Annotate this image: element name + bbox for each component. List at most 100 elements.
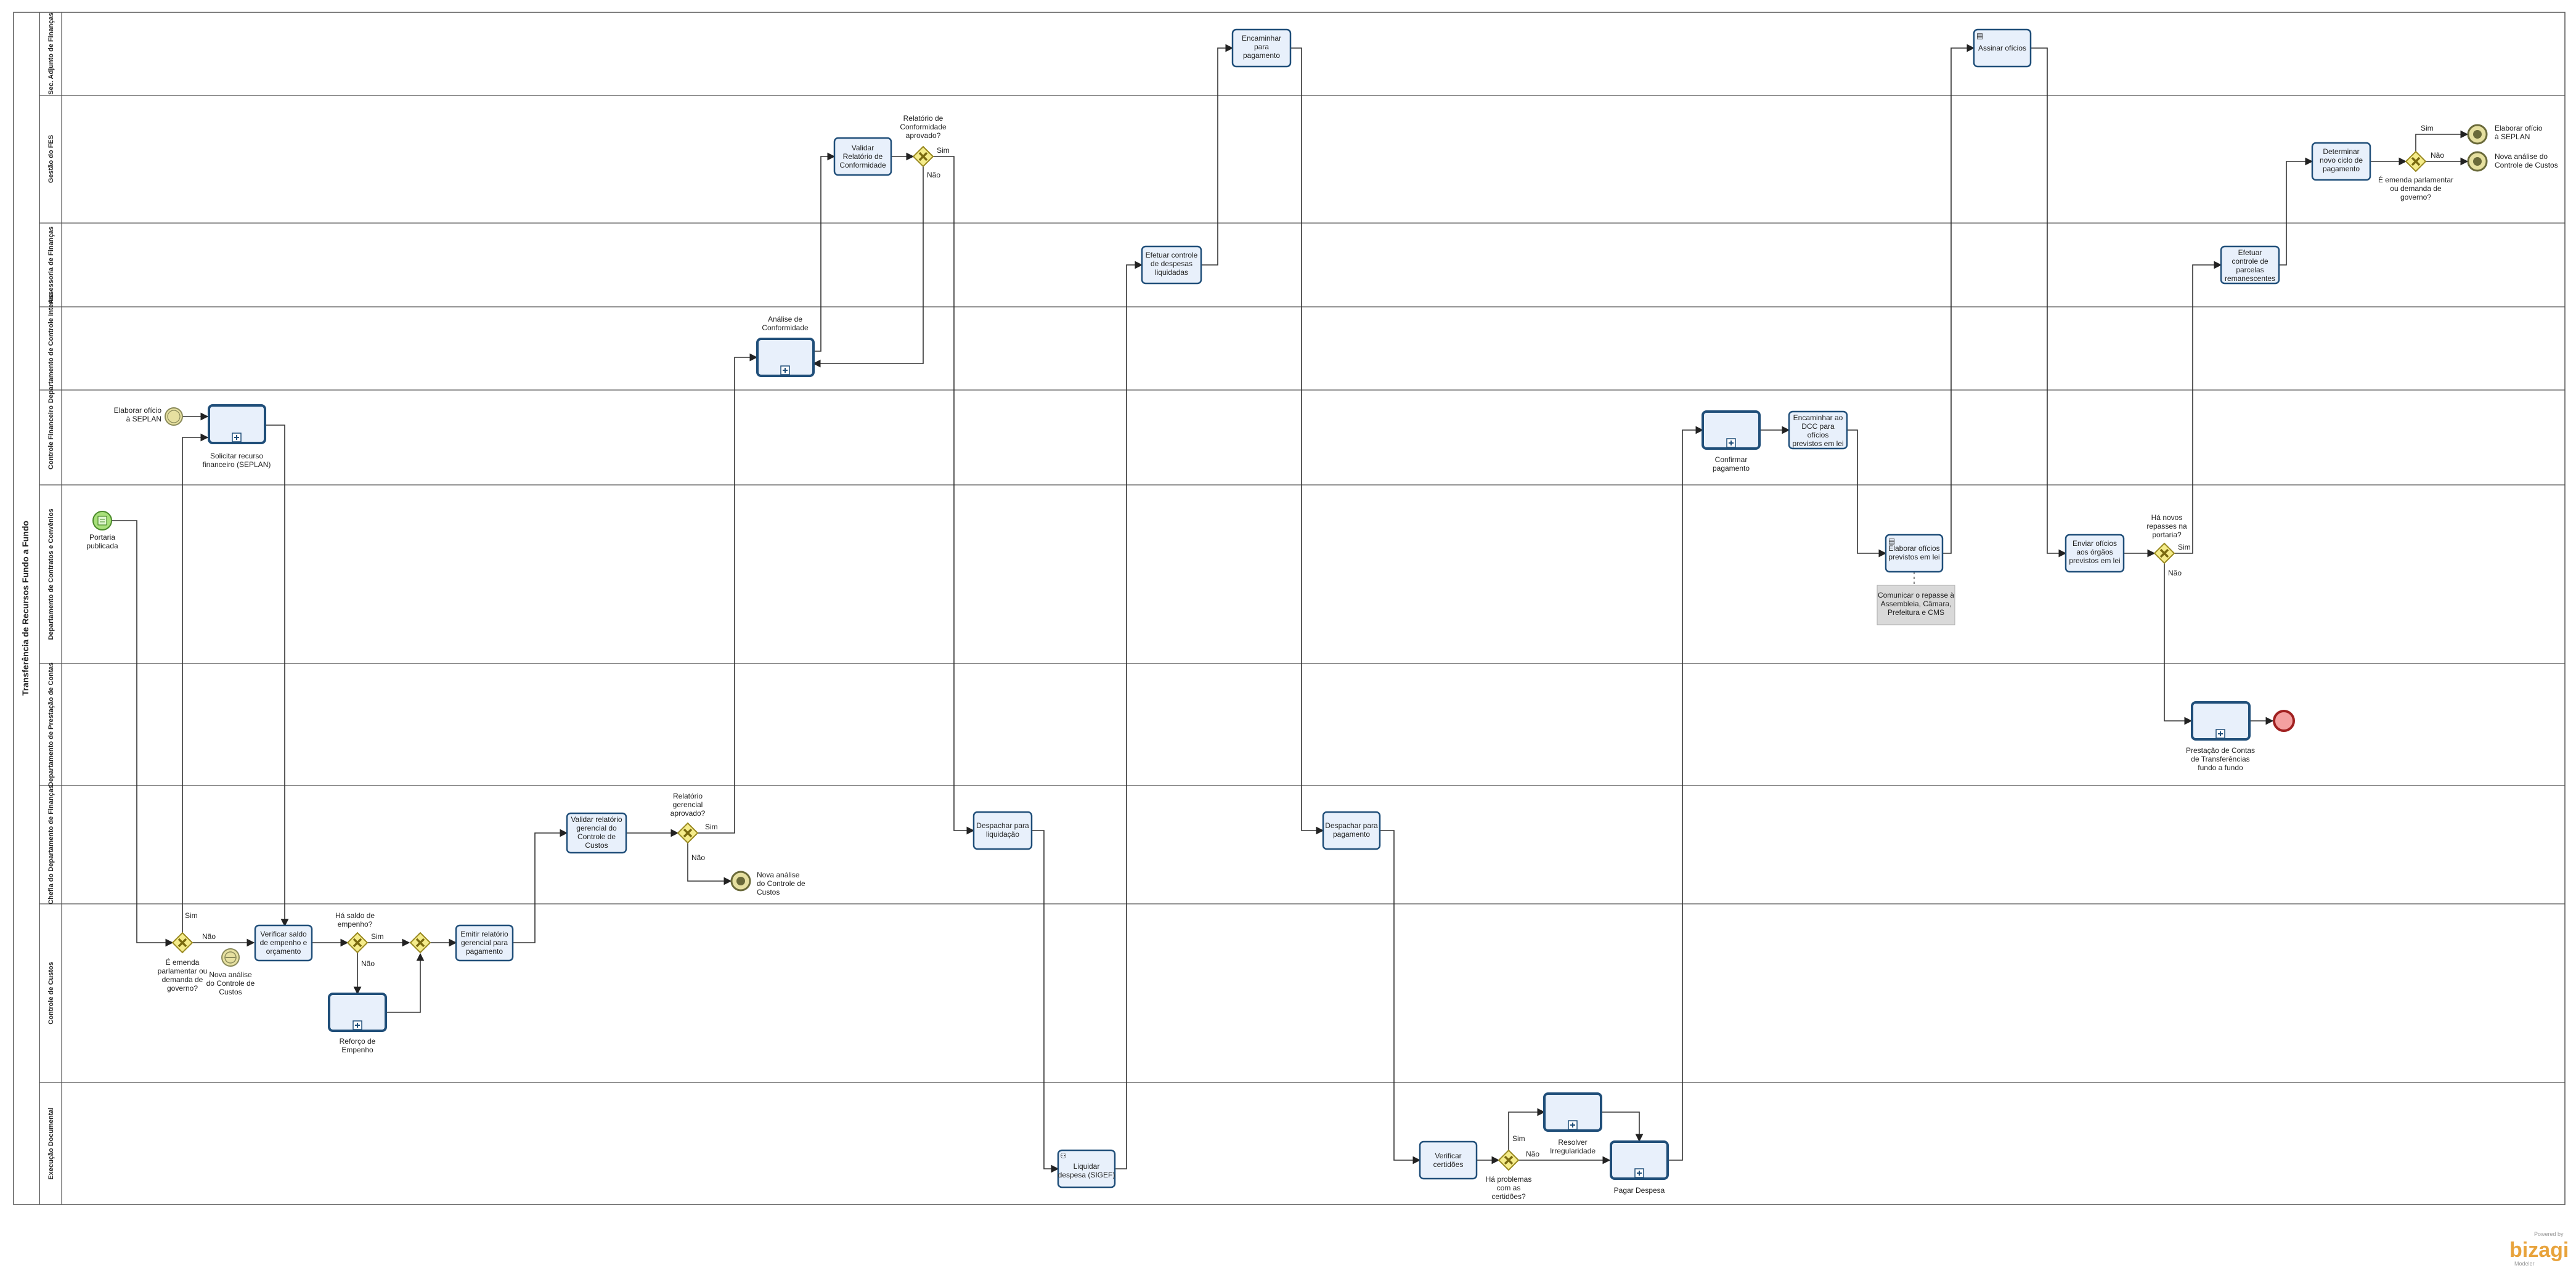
gateway-label-line: Relatório: [673, 792, 703, 800]
start-event: Portaria publicada: [86, 511, 118, 550]
task-label-line: Determinar: [2323, 147, 2359, 156]
annotation-text: Comunicar o repasse à Assembleia, Câmara,…: [1878, 591, 1954, 617]
task-label-line: Reforço de: [340, 1037, 376, 1046]
task-label: Efetuar controle de despesas liquidadas: [1146, 251, 1198, 277]
task-label: Liquidar despesa (SIGEF): [1058, 1162, 1115, 1179]
task-label-line: pagamento: [1333, 830, 1370, 839]
event-label: Portaria publicada: [86, 533, 118, 550]
flow-label-yes: Sim: [185, 911, 198, 920]
task-label-line: Liquidar: [1074, 1162, 1100, 1171]
lane-label: Assessoria de Finanças: [47, 226, 55, 303]
annotation: Comunicar o repasse à Assembleia, Câmara,…: [1877, 585, 1955, 625]
task-validar-relatorio: Validar Relatório de Conformidade: [833, 137, 892, 176]
task-despachar-liquidacao: Despachar para liquidação: [972, 811, 1033, 850]
task-enviar-oficios: Enviar ofícios aos órgãos previstos em lei: [2064, 534, 2125, 573]
task-label-line: parcelas: [2236, 266, 2264, 274]
gateway-label-line: ou demanda de: [2390, 184, 2442, 193]
gateway-label-line: governo?: [2400, 193, 2431, 201]
gateway-label-line: empenho?: [338, 920, 373, 929]
event-label-line: Elaborar ofício: [2495, 124, 2543, 132]
task-label-line: Prestação de Contas: [2186, 746, 2255, 755]
task-label-line: Despachar para: [1325, 821, 1378, 830]
gateway-problemas: Há problemas com as certidões?: [1486, 1149, 1531, 1201]
lane-label: Execução Documental: [47, 1107, 55, 1179]
event-label: Nova análise do Controle de Custos: [206, 970, 255, 996]
task-label-line: previstos em lei: [1888, 553, 1939, 561]
message-end-event-nova-analise: Nova análise do Controle de Custos: [730, 871, 805, 896]
gateway-label: Relatório de Conformidade aprovado?: [900, 114, 947, 140]
event-label: Elaborar ofício à SEPLAN: [2495, 124, 2543, 141]
bizagi-logo: Powered by bizagi Modeler: [2509, 1231, 2569, 1267]
subprocess-reforco-empenho: Reforço de Empenho: [328, 993, 387, 1054]
task-encaminhar-dcc: Encaminhar ao DCC para ofícios previstos em…: [1788, 410, 1848, 450]
gateway-conformidade: Relatório de Conformidade aprovado?: [900, 114, 947, 168]
gateway-novos-repasses: Há novos repasses na portaria?: [2146, 513, 2187, 564]
gateway-label-line: Relatório de: [903, 114, 944, 123]
gateway-label-line: Há saldo de: [335, 911, 375, 920]
task-label-line: Relatório de: [843, 152, 883, 161]
event-label-line: Nova análise: [757, 871, 800, 879]
message-end-event-nova-analise-2: Nova análise do Controle de Custos: [2467, 151, 2558, 172]
task-assinar-oficios: ▤ Assinar ofícios: [1973, 28, 2032, 68]
lane-label: Gestão do FES: [47, 135, 55, 183]
task-label-line: Custos: [585, 841, 608, 850]
gateway-label-line: portaria?: [2152, 530, 2182, 539]
annotation-line: Assembleia, Câmara,: [1881, 599, 1952, 608]
message-event-nova-analise: Nova análise do Controle de Custos: [206, 948, 255, 996]
event-label: Elaborar ofício à SEPLAN: [114, 406, 162, 423]
subprocess-prestacao-contas: Prestação de Contas de Transferências fund…: [2186, 701, 2255, 772]
gateway-label-line: governo?: [167, 984, 198, 993]
task-label: Despachar para pagamento: [1325, 821, 1378, 839]
task-label-line: Controle de: [577, 832, 616, 841]
task-label: Prestação de Contas de Transferências fund…: [2186, 746, 2255, 772]
task-label-line: Verificar: [1435, 1152, 1461, 1160]
gateway-label: É emenda parlamentar ou demanda de governo?: [158, 957, 208, 993]
gateway-label: É emenda parlamentar ou demanda de governo…: [2378, 175, 2453, 201]
task-label-line: de despesas: [1151, 259, 1192, 268]
task-label-line: liquidação: [986, 830, 1019, 839]
task-label: Pagar Despesa: [1614, 1186, 1665, 1195]
pool: Transferência de Recursos Fundo a Fundo: [13, 12, 2566, 1205]
task-efetuar-controle-despesas: Efetuar controle de despesas liquidadas: [1141, 245, 1202, 285]
gateway-emenda1: É emenda parlamentar ou demanda de governo?: [158, 932, 208, 993]
task-label: Emitir relatório gerencial para pagamento: [460, 930, 508, 956]
lane-label: Departamento de Controle Interno: [47, 293, 55, 403]
flow-label-yes: Sim: [1512, 1134, 1525, 1143]
task-label-line: Conformidade: [839, 161, 886, 169]
event-label-line: do Controle de: [757, 879, 805, 888]
gateway-merge: [409, 932, 431, 954]
user-task-icon: ⚇: [1060, 1152, 1067, 1160]
task-label: Assinar ofícios: [1978, 44, 2026, 52]
gateway-relatorio-aprovado: Relatório gerencial aprovado?: [670, 792, 706, 844]
task-label-line: ofícios: [1808, 431, 1829, 439]
task-determinar-ciclo: Determinar novo ciclo de pagamento: [2311, 142, 2371, 181]
task-validar-relatorio-gerencial: Validar relatório gerencial do Controle de…: [566, 812, 627, 854]
task-label-line: Análise de: [768, 315, 802, 323]
lane-labels: Sec. Adjunto de Finanças Gestão do FES A…: [47, 12, 55, 1179]
task-efetuar-controle-parcelas: Efetuar controle de parcelas remanescentes: [2220, 245, 2280, 285]
task-label-line: Despachar para: [976, 821, 1029, 830]
gateway-label-line: aprovado?: [906, 131, 941, 140]
brand-powered: Powered by: [2534, 1231, 2564, 1237]
gateway-label-line: com as: [1497, 1184, 1521, 1192]
task-label-line: fundo a fundo: [2198, 763, 2243, 772]
end-event: [2273, 710, 2295, 732]
flow-label-yes: Sim: [2178, 543, 2191, 551]
event-label: Nova análise do Controle de Custos: [2495, 152, 2558, 169]
task-label-line: certidões: [1433, 1160, 1464, 1169]
lane-label: Chefia do Departamento de Finanças: [47, 785, 55, 904]
gateway-label-line: Há novos: [2151, 513, 2183, 522]
lane-label: Sec. Adjunto de Finanças: [47, 12, 55, 94]
flow-label-yes: Sim: [371, 932, 384, 941]
task-label-line: previstos em lei: [2069, 556, 2120, 565]
task-label-line: Efetuar controle: [1146, 251, 1198, 259]
task-label-line: despesa (SIGEF): [1058, 1171, 1115, 1179]
task-label-line: Confirmar: [1715, 455, 1748, 464]
annotation-line: Comunicar o repasse à: [1878, 591, 1954, 599]
flow-label-no: Não: [2168, 569, 2182, 577]
flow-label-no: Não: [927, 171, 940, 179]
gateway-label: Há saldo de empenho?: [335, 911, 375, 929]
gateway-label-line: parlamentar ou: [158, 967, 208, 975]
lane-label: Departamento de Contratos e Convênios: [47, 508, 55, 640]
